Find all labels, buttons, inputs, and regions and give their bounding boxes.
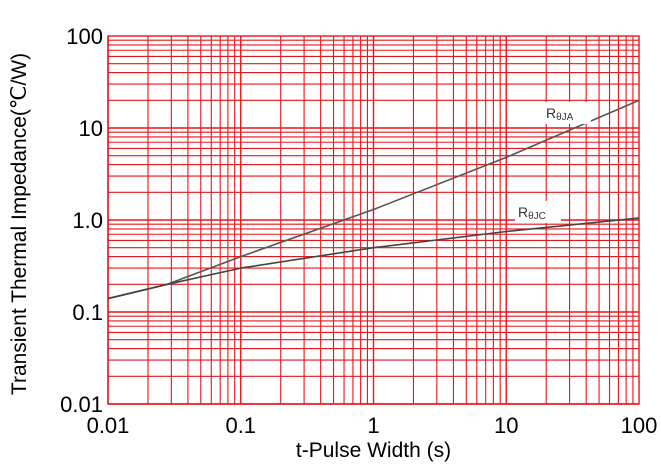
series-layer xyxy=(107,99,640,300)
series-labels: RθJA RθJC xyxy=(515,102,591,223)
y-tick-labels: 0.01 0.1 1.0 10 100 xyxy=(60,24,103,417)
series-line-rthjc xyxy=(107,217,640,300)
y-axis-title: Transient Thermal Impedance(℃/W) xyxy=(8,53,31,395)
series-label-background xyxy=(515,201,561,223)
y-tick-label: 0.01 xyxy=(60,392,103,417)
series-label-text: RθJA xyxy=(546,105,574,123)
series-label-text: RθJC xyxy=(518,204,546,222)
series-label-rthja: RθJA xyxy=(543,102,591,124)
y-tick-label: 10 xyxy=(79,116,103,141)
plot-frame xyxy=(107,35,640,405)
x-tick-label: 100 xyxy=(621,413,658,438)
y-tick-label: 100 xyxy=(66,24,103,49)
series-label-background xyxy=(543,102,591,124)
grid xyxy=(107,36,639,405)
y-tick-label: 0.1 xyxy=(72,300,103,325)
x-tick-label: 10 xyxy=(494,413,518,438)
x-tick-label: 0.1 xyxy=(225,413,256,438)
x-tick-label: 1 xyxy=(367,413,379,438)
x-tick-label: 0.01 xyxy=(87,413,130,438)
x-axis-title: t-Pulse Width (s) xyxy=(296,439,451,462)
x-tick-labels: 0.01 0.1 1 10 100 xyxy=(87,413,658,438)
y-tick-label: 1.0 xyxy=(72,208,103,233)
series-label-rthjc: RθJC xyxy=(515,201,561,223)
